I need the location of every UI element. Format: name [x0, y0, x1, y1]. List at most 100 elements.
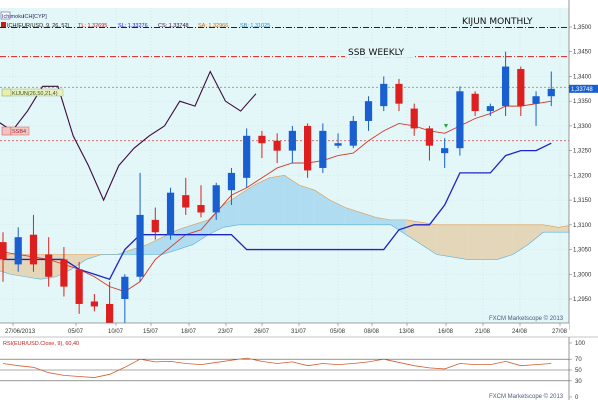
- price-tick-label: 1,3400: [573, 74, 592, 80]
- price-axis-bg: [569, 0, 598, 330]
- bear-candle[interactable]: [273, 140, 281, 151]
- bull-candle[interactable]: [547, 88, 555, 97]
- date-tick-label: 08/08: [364, 329, 380, 335]
- date-tick-label: 15/07: [143, 329, 159, 335]
- price-axis[interactable]: 1,3500 1,3450 1,3400 1,3350 1,3300 1,3250 1,32…: [569, 25, 592, 303]
- cloud-segment: [330, 200, 346, 225]
- bear-candle[interactable]: [304, 125, 312, 171]
- bull-candle[interactable]: [166, 192, 175, 235]
- cloud-segment: [467, 224, 483, 260]
- date-axis-bg: [0, 323, 569, 337]
- ssb-weekly-label-bg: [345, 43, 413, 57]
- current-price-label: 1,33748: [571, 87, 593, 93]
- bull-candle[interactable]: [334, 143, 342, 146]
- legend-cs: CS: 1,33748: [158, 23, 189, 29]
- bull-candle[interactable]: [486, 106, 494, 112]
- bear-candle[interactable]: [182, 195, 190, 208]
- bear-candle[interactable]: [151, 219, 159, 233]
- rsi-panel[interactable]: [0, 337, 569, 400]
- cloud-segment: [253, 177, 270, 225]
- bull-candle[interactable]: [364, 101, 373, 121]
- date-tick-label: 24/08: [512, 329, 528, 335]
- cloud-segment: [223, 195, 239, 228]
- bull-candle[interactable]: [349, 120, 357, 146]
- date-tick-label: 05/08: [330, 329, 346, 335]
- cloud-segment: [421, 222, 437, 255]
- legend-sl: SL: 1,33276: [118, 23, 148, 29]
- cloud-segment: [497, 224, 513, 260]
- price-tick-label: 1,3350: [573, 99, 592, 105]
- bear-candle[interactable]: [258, 135, 266, 144]
- bear-candle[interactable]: [106, 303, 114, 334]
- price-tick-label: 1,3100: [573, 223, 592, 229]
- bear-candle[interactable]: [410, 108, 418, 129]
- bull-candle[interactable]: [319, 130, 327, 168]
- cloud-segment: [482, 224, 498, 260]
- rsi-line: [2, 357, 552, 378]
- bear-candle[interactable]: [197, 205, 205, 213]
- bear-candle[interactable]: [45, 254, 53, 277]
- ssb-monthly-tag-text: SSB4: [12, 129, 26, 135]
- bull-candle[interactable]: [501, 66, 510, 107]
- bear-candle[interactable]: [425, 128, 434, 146]
- bear-candle[interactable]: [29, 234, 38, 265]
- date-tick-label: 27/08: [552, 329, 568, 335]
- bull-candle[interactable]: [532, 96, 540, 104]
- legend-tl: TL: 1,32695: [78, 23, 107, 29]
- date-tick-label: 31/07: [291, 329, 307, 335]
- cloud-segment: [147, 237, 163, 255]
- price-tick-label: 1,3450: [573, 50, 592, 56]
- cloud-segment: [299, 185, 315, 225]
- ssb-weekly-label: SSB WEEKLY: [348, 48, 404, 58]
- window-caption-box[interactable]: [0, 11, 11, 20]
- rsi-tick-label: 50: [575, 368, 582, 374]
- senkou-span-b-line: [0, 224, 589, 280]
- bear-candle[interactable]: [60, 259, 68, 287]
- price-tick-label: 1,3250: [573, 149, 592, 155]
- date-tick-label: 23/07: [218, 329, 234, 335]
- senkou-span-a-line: [0, 175, 590, 255]
- date-tick-label: 18/07: [181, 329, 197, 335]
- bear-candle[interactable]: [75, 269, 83, 304]
- main-watermark: FXCM Marketscope © 2013: [489, 315, 564, 322]
- date-tick-label: 05/07: [68, 329, 84, 335]
- bear-candle[interactable]: [90, 301, 98, 307]
- bull-candle[interactable]: [136, 214, 144, 277]
- cloud-segment: [269, 175, 285, 225]
- bull-candle[interactable]: [212, 185, 220, 213]
- bear-candle[interactable]: [471, 93, 479, 112]
- ssb-monthly-tag[interactable]: SSB4: [1, 126, 30, 136]
- date-tick-label: 10/07: [108, 329, 124, 335]
- cloud-segment: [345, 207, 361, 225]
- bear-candle[interactable]: [517, 69, 525, 107]
- rsi-indicator: [0, 357, 569, 382]
- bull-candle[interactable]: [121, 276, 129, 299]
- cloud-segment: [360, 212, 376, 225]
- rsi-tick-label: 100: [575, 341, 586, 347]
- price-tick-label: 1,3500: [573, 25, 592, 31]
- legend-series: ICH(EUR/USD, 9, 26, 52): [7, 23, 70, 29]
- bull-candle[interactable]: [243, 135, 251, 178]
- level-lines: [0, 27, 569, 142]
- cloud-segment: [177, 224, 193, 250]
- date-tick-label: 21/08: [475, 329, 491, 335]
- date-axis[interactable]: 27/06/2013 05/07 10/07 15/07 18/07 23/07 26/07…: [5, 323, 568, 335]
- price-tick-label: 1,3050: [573, 248, 592, 254]
- bull-candle[interactable]: [380, 83, 388, 107]
- bear-candle[interactable]: [395, 83, 403, 104]
- bull-candle[interactable]: [14, 237, 22, 265]
- instrument-tab[interactable]: ICH[CYP]: [23, 14, 47, 20]
- kijun-weekly-tag-text: KIJUN(26,50,21,4): [12, 91, 58, 97]
- rsi-tick-label: 30: [575, 379, 582, 385]
- rsi-tick-label: 70: [575, 357, 582, 363]
- date-tick-label: 13/08: [399, 329, 415, 335]
- bull-candle[interactable]: [227, 172, 236, 191]
- bull-candle[interactable]: [288, 130, 296, 151]
- bear-candle[interactable]: [0, 242, 7, 260]
- cloud-segment: [284, 175, 300, 225]
- bull-candle[interactable]: [456, 91, 464, 149]
- kijun-weekly-tag[interactable]: KIJUN(26,50,21,4): [1, 88, 64, 97]
- bull-candle[interactable]: [441, 148, 449, 154]
- cloud-segment: [451, 224, 468, 260]
